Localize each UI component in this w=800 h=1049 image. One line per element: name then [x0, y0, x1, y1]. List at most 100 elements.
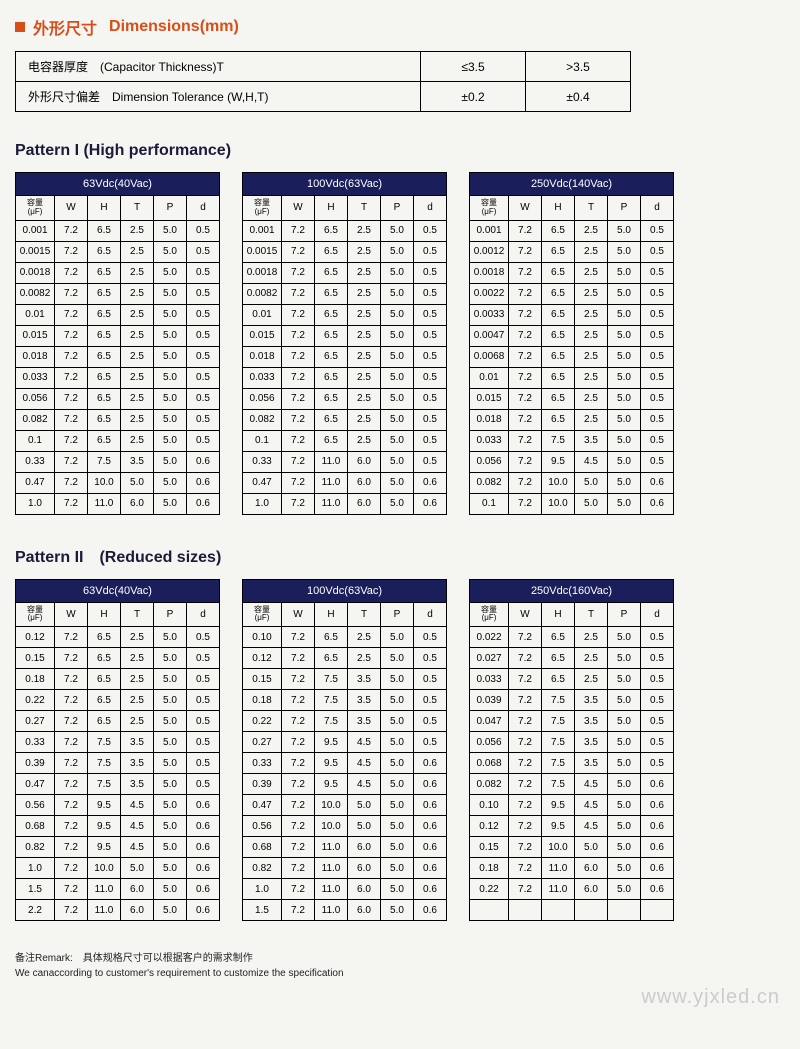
cell: 5.0 [608, 430, 641, 451]
cell: 4.5 [121, 816, 154, 837]
cell: 6.5 [88, 283, 121, 304]
cell: 0.5 [187, 388, 220, 409]
cell: 7.2 [55, 669, 88, 690]
cell: 0.6 [641, 795, 674, 816]
cell: 7.2 [282, 325, 315, 346]
cell: 6.0 [121, 879, 154, 900]
table-row: 0.0157.26.52.55.00.5 [243, 325, 447, 346]
table-row: 0.0827.26.52.55.00.5 [243, 409, 447, 430]
col-header: H [542, 602, 575, 627]
cell: 0.56 [16, 795, 55, 816]
cell: 0.5 [414, 304, 447, 325]
table-row: 0.0687.27.53.55.00.5 [470, 753, 674, 774]
table-row: 0.127.26.52.55.00.5 [243, 648, 447, 669]
cell: 7.2 [282, 732, 315, 753]
cell: 0.5 [641, 711, 674, 732]
table-row: 0.0187.26.52.55.00.5 [243, 346, 447, 367]
cell: 0.27 [243, 732, 282, 753]
cell: 7.5 [542, 430, 575, 451]
cell: 0.001 [16, 220, 55, 241]
cell: 10.0 [542, 493, 575, 514]
cell: 0.5 [414, 262, 447, 283]
cell: 7.2 [282, 816, 315, 837]
tol-val: ±0.2 [421, 82, 526, 112]
cell: 7.2 [282, 346, 315, 367]
cell: 0.068 [470, 753, 509, 774]
cell: 5.0 [381, 753, 414, 774]
table-row: 0.187.26.52.55.00.5 [16, 669, 220, 690]
cell: 2.5 [348, 220, 381, 241]
cell: 5.0 [154, 669, 187, 690]
col-header: P [608, 196, 641, 221]
cell: 0.5 [187, 690, 220, 711]
cell: 3.5 [575, 732, 608, 753]
cell: 6.5 [88, 669, 121, 690]
cell: 6.5 [542, 627, 575, 648]
cell: 7.2 [55, 879, 88, 900]
cell: 0.6 [187, 858, 220, 879]
cell: 7.2 [55, 900, 88, 921]
cell: 5.0 [575, 472, 608, 493]
cell: 5.0 [121, 472, 154, 493]
cell: 6.0 [348, 879, 381, 900]
cell: 0.5 [187, 430, 220, 451]
col-header: T [348, 196, 381, 221]
cell: 6.5 [88, 711, 121, 732]
cell: 11.0 [315, 879, 348, 900]
cell: 2.5 [348, 430, 381, 451]
table-row: 0.337.211.06.05.00.5 [243, 451, 447, 472]
cell: 5.0 [154, 220, 187, 241]
cell: 7.5 [542, 711, 575, 732]
cell: 2.5 [575, 367, 608, 388]
col-header: H [88, 602, 121, 627]
cell: 2.5 [121, 388, 154, 409]
cell: 0.015 [470, 388, 509, 409]
cell: 2.5 [121, 627, 154, 648]
cell: 0.5 [187, 220, 220, 241]
cell: 6.5 [315, 627, 348, 648]
table-row: 0.0397.27.53.55.00.5 [470, 690, 674, 711]
col-header-cap: 容量(μF) [470, 602, 509, 627]
cell: 6.5 [315, 220, 348, 241]
cell: 0.68 [243, 837, 282, 858]
table-row: 0.00187.26.52.55.00.5 [16, 262, 220, 283]
cell: 0.6 [187, 816, 220, 837]
table-row: 0.157.210.05.05.00.6 [470, 837, 674, 858]
table-row: 0.00827.26.52.55.00.5 [243, 283, 447, 304]
cell: 7.2 [282, 900, 315, 921]
title-en: Dimensions(mm) [109, 18, 239, 36]
data-table: 63Vdc(40Vac)容量(μF)WHTPd0.127.26.52.55.00… [15, 579, 220, 922]
cell: 0.6 [414, 858, 447, 879]
cell: 0.5 [187, 283, 220, 304]
cell: 0.6 [414, 472, 447, 493]
cell: 0.5 [641, 451, 674, 472]
pattern1-title: Pattern I (High performance) [15, 142, 785, 160]
table-row: 0.127.26.52.55.00.5 [16, 627, 220, 648]
cell: 5.0 [381, 472, 414, 493]
cell: 5.0 [608, 367, 641, 388]
cell: 0.1 [16, 430, 55, 451]
cell: 0.5 [641, 388, 674, 409]
cell: 0.6 [641, 472, 674, 493]
cell: 0.5 [641, 627, 674, 648]
cell: 0.5 [187, 367, 220, 388]
cell: 5.0 [608, 627, 641, 648]
col-header-cap: 容量(μF) [470, 196, 509, 221]
cell: 1.5 [243, 900, 282, 921]
cell: 7.2 [282, 409, 315, 430]
cell: 6.5 [315, 388, 348, 409]
table-row: 0.0017.26.52.55.00.5 [243, 220, 447, 241]
table-row: 0.17.26.52.55.00.5 [16, 430, 220, 451]
cell: 5.0 [608, 325, 641, 346]
cell: 0.6 [641, 774, 674, 795]
col-header: W [55, 196, 88, 221]
cell: 0.15 [470, 837, 509, 858]
cell: 7.2 [509, 627, 542, 648]
cell: 0.039 [470, 690, 509, 711]
cell: 7.2 [55, 430, 88, 451]
cell: 0.5 [414, 388, 447, 409]
cell: 7.2 [509, 220, 542, 241]
col-header-cap: 容量(μF) [16, 196, 55, 221]
cell: 3.5 [575, 753, 608, 774]
cell: 5.0 [154, 648, 187, 669]
